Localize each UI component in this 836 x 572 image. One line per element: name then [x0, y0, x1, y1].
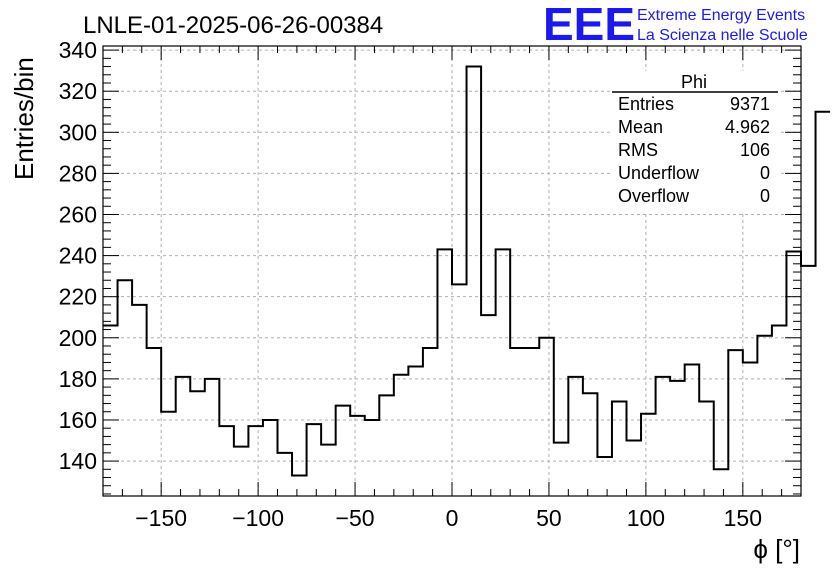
histogram-bin — [132, 305, 147, 496]
histogram — [103, 65, 831, 496]
y-tick-label: 260 — [59, 201, 97, 227]
y-axis-label: Entries/bin — [9, 57, 39, 180]
histogram-bin — [350, 416, 365, 496]
histogram-bin — [627, 441, 642, 496]
histogram-bin — [190, 391, 205, 496]
histogram-bin — [205, 379, 220, 496]
histogram-bin — [816, 112, 831, 496]
histogram-bin — [714, 469, 729, 496]
axis-ticks — [102, 46, 802, 496]
histogram-bin — [641, 414, 656, 496]
histogram-bin — [525, 348, 540, 496]
stats-value-underflow: 0 — [760, 163, 770, 183]
histogram-bin — [292, 475, 307, 496]
histogram-bin — [568, 377, 583, 496]
histogram-bin — [336, 406, 351, 496]
histogram-bin — [437, 249, 452, 496]
histogram-bin — [263, 420, 278, 496]
y-tick-label: 240 — [59, 243, 97, 269]
histogram-bin — [423, 348, 438, 496]
y-tick-label: 220 — [59, 284, 97, 310]
histogram-bin — [554, 443, 569, 496]
histogram-bin — [307, 424, 322, 496]
histogram-bin — [743, 362, 758, 496]
histogram-bin — [394, 375, 409, 496]
y-tick-label: 160 — [59, 407, 97, 433]
histogram-bin — [467, 67, 482, 496]
logo-mark: EEE — [543, 0, 635, 50]
logo-line-1: Extreme Energy Events — [637, 7, 805, 24]
histogram-bin — [583, 393, 598, 496]
x-tick-labels: −150 −100 −50 0 50 100 150 — [135, 505, 762, 531]
x-tick-label: −150 — [135, 505, 187, 531]
histogram-bin — [685, 364, 700, 496]
y-tick-labels: 140 160 180 200 220 240 260 280 300 320 340 — [59, 37, 97, 474]
x-tick-label: 0 — [446, 505, 459, 531]
histogram-bin — [670, 381, 685, 496]
y-tick-label: 340 — [59, 37, 97, 63]
histogram-bin — [379, 395, 394, 496]
chart-title: LNLE-01-2025-06-26-00384 — [83, 12, 383, 39]
histogram-bin — [481, 315, 496, 496]
y-tick-label: 180 — [59, 366, 97, 392]
histogram-bin — [656, 377, 671, 496]
stats-box: Phi Entries 9371 Mean 4.962 RMS 106 Unde… — [610, 71, 780, 213]
histogram-bin — [452, 284, 467, 496]
stats-label-mean: Mean — [618, 117, 663, 137]
y-tick-label: 280 — [59, 160, 97, 186]
stats-value-overflow: 0 — [760, 186, 770, 206]
histogram-bin — [801, 266, 816, 496]
eee-logo: EEE Extreme Energy Events La Scienza nel… — [543, 0, 808, 50]
logo-line-2: La Scienza nelle Scuole — [637, 27, 808, 44]
histogram-bin — [510, 348, 525, 496]
histogram-bin — [161, 412, 176, 496]
stats-label-rms: RMS — [618, 140, 658, 160]
histogram-bin — [728, 350, 743, 496]
histogram-outline — [103, 65, 831, 477]
stats-value-rms: 106 — [740, 140, 770, 160]
stats-title: Phi — [681, 72, 707, 92]
x-tick-label: 150 — [724, 505, 762, 531]
x-tick-label: −50 — [336, 505, 375, 531]
histogram-bin — [103, 325, 118, 496]
histogram-bin — [234, 447, 249, 496]
histogram-bin — [365, 420, 380, 496]
histogram-bin — [147, 348, 162, 496]
x-tick-label: 100 — [627, 505, 665, 531]
histogram-bin — [248, 426, 263, 496]
histogram-bin — [772, 325, 787, 496]
histogram-bin — [757, 336, 772, 496]
stats-label-overflow: Overflow — [618, 186, 690, 206]
y-tick-label: 140 — [59, 448, 97, 474]
stats-value-mean: 4.962 — [725, 117, 770, 137]
x-tick-label: 50 — [536, 505, 562, 531]
histogram-bin — [496, 249, 511, 496]
x-tick-label: −100 — [232, 505, 284, 531]
stats-label-entries: Entries — [618, 94, 674, 114]
histogram-bin — [176, 377, 191, 496]
histogram-bin — [597, 457, 612, 496]
stats-label-underflow: Underflow — [618, 163, 700, 183]
histogram-bin — [118, 280, 133, 496]
histogram-bin — [219, 426, 234, 496]
y-tick-label: 300 — [59, 119, 97, 145]
y-tick-label: 200 — [59, 325, 97, 351]
x-axis-label: ϕ [°] — [753, 534, 800, 564]
histogram-bin — [539, 338, 554, 496]
histogram-bin — [699, 401, 714, 496]
histogram-bin — [408, 367, 423, 496]
y-tick-label: 320 — [59, 78, 97, 104]
stats-value-entries: 9371 — [730, 94, 770, 114]
histogram-bin — [278, 453, 293, 496]
histogram-bin — [321, 445, 336, 496]
histogram-bin — [612, 401, 627, 496]
